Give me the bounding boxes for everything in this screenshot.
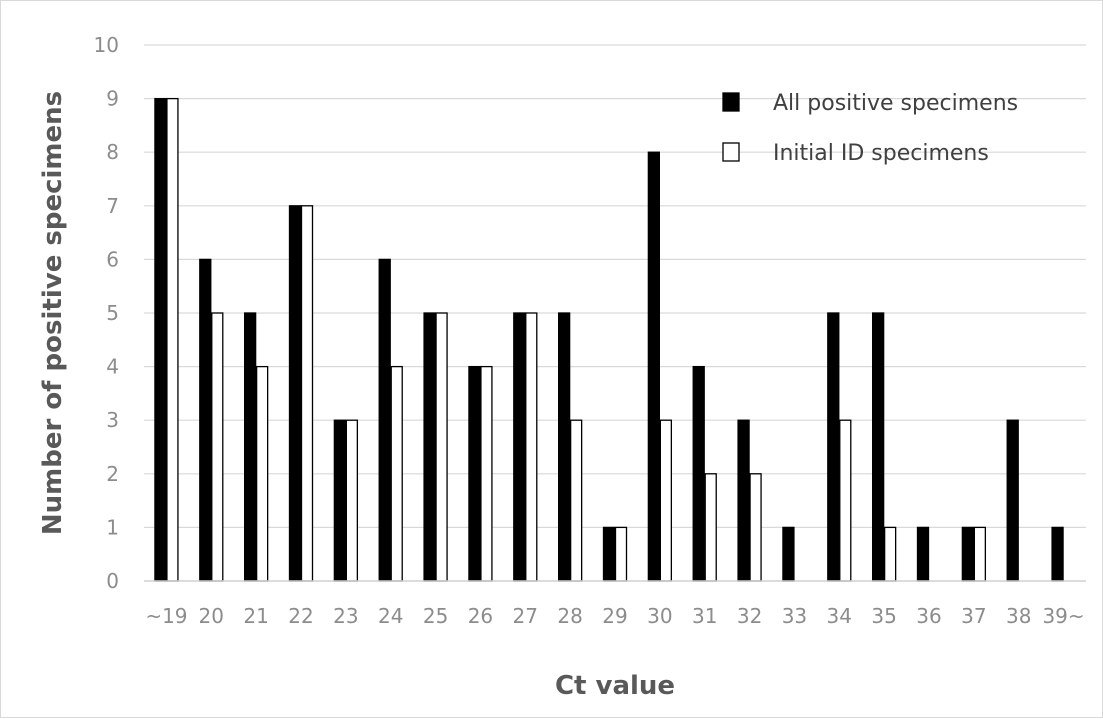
bar-initial-id — [255, 365, 269, 582]
x-tick-label: 20 — [199, 604, 224, 628]
bar-initial-id — [704, 473, 717, 582]
bar-all-positive — [423, 312, 436, 582]
y-axis-ticks: 0 1 2 3 4 5 6 7 8 9 10 — [94, 33, 119, 593]
y-tick-label: 7 — [106, 194, 119, 218]
bar-initial-id — [659, 419, 673, 582]
x-tick-label: 36 — [916, 604, 941, 628]
bar-all-positive — [827, 312, 840, 582]
bar-all-positive — [782, 526, 795, 582]
x-tick-label: ~19 — [145, 604, 187, 628]
bar-all-positive — [468, 365, 481, 582]
legend-swatch-initial-id — [722, 142, 740, 162]
x-tick-label: 29 — [602, 604, 627, 628]
bar-all-positive — [1051, 526, 1064, 582]
gridlines — [144, 44, 1086, 529]
bar-all-positive — [378, 258, 391, 582]
bar-all-positive — [513, 312, 526, 582]
y-tick-label: 4 — [106, 355, 119, 379]
bar-all-positive — [243, 312, 257, 582]
x-tick-label: 34 — [827, 604, 852, 628]
y-tick-label: 3 — [106, 408, 119, 432]
y-tick-label: 2 — [106, 462, 119, 486]
y-tick-label: 5 — [106, 301, 119, 325]
bar-initial-id — [525, 312, 538, 582]
x-tick-label: 28 — [557, 604, 582, 628]
x-tick-label: 23 — [333, 604, 358, 628]
x-axis-title: Ct value — [555, 671, 675, 701]
legend: All positive specimens Initial ID specim… — [722, 91, 1018, 166]
y-tick-label: 10 — [94, 33, 119, 57]
x-tick-label: 25 — [423, 604, 448, 628]
x-tick-label: 33 — [782, 604, 807, 628]
bars — [154, 97, 1064, 582]
bar-all-positive — [602, 526, 616, 582]
bar-all-positive — [154, 97, 167, 582]
y-tick-label: 1 — [106, 515, 119, 539]
bar-initial-id — [211, 312, 224, 582]
bar-all-positive — [737, 419, 750, 582]
legend-swatch-all-positive — [722, 92, 740, 112]
x-tick-label: 31 — [692, 604, 717, 628]
x-tick-label: 38 — [1006, 604, 1031, 628]
bar-all-positive — [199, 258, 212, 582]
bar-initial-id — [390, 365, 403, 582]
bar-initial-id — [300, 205, 314, 582]
x-tick-label: 30 — [647, 604, 672, 628]
y-tick-label: 6 — [106, 247, 119, 271]
bar-all-positive — [692, 365, 705, 582]
bar-initial-id — [569, 419, 583, 582]
x-tick-label: 27 — [513, 604, 538, 628]
x-tick-label: 32 — [737, 604, 762, 628]
bar-initial-id — [973, 526, 987, 582]
y-tick-label: 0 — [106, 569, 119, 593]
bar-initial-id — [166, 97, 179, 582]
bar-all-positive — [557, 312, 571, 582]
x-tick-label: 26 — [468, 604, 493, 628]
bar-initial-id — [883, 526, 897, 582]
x-tick-label: 22 — [288, 604, 313, 628]
x-tick-label: 21 — [243, 604, 268, 628]
bar-all-positive — [333, 419, 347, 582]
y-axis-title: Number of positive specimens — [38, 91, 68, 535]
bar-all-positive — [647, 151, 661, 582]
legend-label-initial-id: Initial ID specimens — [773, 141, 989, 166]
bar-initial-id — [345, 419, 359, 582]
bar-all-positive — [288, 205, 302, 582]
bar-all-positive — [1006, 419, 1019, 582]
x-tick-label: 35 — [871, 604, 896, 628]
bar-initial-id — [839, 419, 852, 582]
bar-initial-id — [480, 365, 493, 582]
x-tick-label: 24 — [378, 604, 403, 628]
bar-initial-id — [614, 526, 628, 582]
legend-label-all-positive: All positive specimens — [773, 91, 1018, 116]
bar-initial-id — [749, 473, 762, 582]
x-tick-label: 39~ — [1042, 604, 1084, 628]
y-tick-label: 9 — [106, 87, 119, 111]
x-axis-ticks: ~19 20 21 22 23 24 25 26 27 28 29 30 31 32 33 34 35 36 37 3… — [145, 604, 1084, 628]
bar-all-positive — [871, 312, 885, 582]
x-tick-label: 37 — [961, 604, 986, 628]
bar-all-positive — [961, 526, 975, 582]
bar-all-positive — [916, 526, 930, 582]
y-tick-label: 8 — [106, 140, 119, 164]
bar-initial-id — [435, 312, 448, 582]
